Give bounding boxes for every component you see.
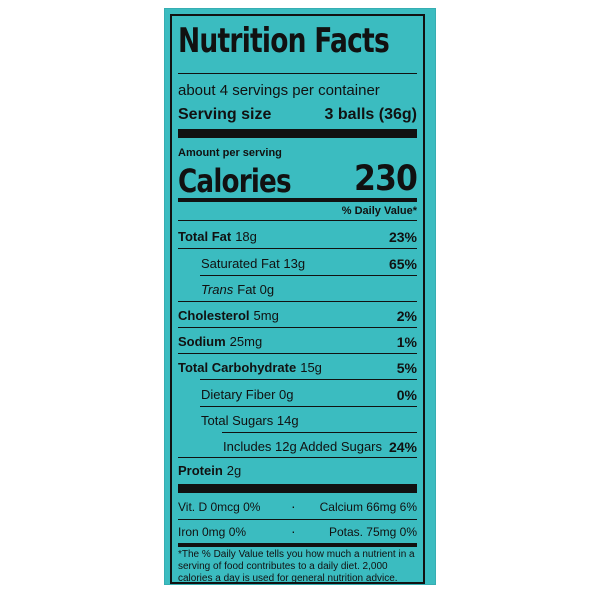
nutrient-percent: 1%: [396, 333, 417, 350]
nutrient-divider: [178, 327, 417, 328]
vitamin-left: Vit. D 0mcg 0%: [178, 500, 261, 514]
nutrient-name: Total Fat: [178, 229, 232, 244]
nutrient-row-dietary-fiber: Dietary Fiber 0g 0%: [178, 386, 417, 403]
nutrient-row-cholesterol: Cholesterol 5mg 2%: [178, 307, 417, 324]
divider-vitamins: [178, 484, 417, 493]
nutrient-amount: 15g: [300, 360, 322, 375]
nutrient-name: Includes 12g Added Sugars: [223, 439, 383, 454]
nutrient-divider: [200, 275, 417, 276]
nutrient-row-total-carbohydrate: Total Carbohydrate 15g 5%: [178, 359, 417, 376]
nutrient-percent: 65%: [388, 255, 417, 272]
nutrient-amount: Fat 0g: [237, 282, 275, 297]
vitamin-left: Iron 0mg 0%: [178, 525, 247, 539]
divider-footnote: [178, 543, 417, 547]
nutrient-divider: [178, 457, 417, 458]
nutrient-divider: [200, 379, 417, 380]
serving-size-value: 3 balls (36g): [324, 106, 417, 123]
label-title: Nutrition Facts: [178, 21, 390, 61]
nutrient-divider: [222, 432, 417, 433]
divider-title: [178, 73, 417, 74]
vitamin-bullet: ·: [291, 523, 296, 539]
amount-per-serving: Amount per serving: [178, 147, 282, 159]
calories-row: Calories 230: [178, 159, 418, 200]
nutrient-percent: 0%: [396, 386, 417, 403]
nutrient-name: Trans: [201, 282, 234, 297]
daily-value-footnote: *The % Daily Value tells you how much a …: [178, 549, 415, 584]
nutrient-name: Sodium: [178, 334, 226, 349]
serving-size-label: Serving size: [178, 106, 272, 123]
vitamin-divider: [178, 519, 417, 520]
nutrient-amount: 25mg: [229, 334, 263, 349]
nutrient-row-total-fat: Total Fat 18g 23%: [178, 228, 417, 245]
nutrient-divider: [200, 406, 417, 407]
nutrient-row-protein: Protein 2g: [178, 462, 417, 479]
nutrient-name: Dietary Fiber 0g: [201, 387, 294, 402]
nutrient-row-trans-fat: Trans Fat 0g: [178, 281, 417, 298]
daily-value-header: % Daily Value*: [341, 205, 417, 217]
divider-serving: [178, 129, 417, 138]
nutrient-amount: 18g: [235, 229, 257, 244]
calories-value: 230: [353, 159, 418, 199]
nutrient-name: Cholesterol: [178, 308, 250, 323]
divider-calories: [178, 198, 417, 202]
divider-dv: [178, 220, 417, 221]
vitamin-row: Iron 0mg 0% · Potas. 75mg 0%: [178, 524, 417, 540]
nutrient-name: Saturated Fat 13g: [201, 256, 306, 271]
nutrient-row-saturated-fat: Saturated Fat 13g 65%: [178, 255, 417, 272]
vitamin-right: Potas. 75mg 0%: [328, 525, 417, 539]
vitamin-bullet: ·: [291, 498, 296, 514]
nutrient-row-sodium: Sodium 25mg 1%: [178, 333, 417, 350]
nutrient-percent: 5%: [396, 359, 417, 376]
nutrient-divider: [178, 353, 417, 354]
nutrient-row-added-sugars: Includes 12g Added Sugars 24%: [178, 438, 417, 455]
nutrition-facts-label: Nutrition Facts about 4 servings per con…: [170, 14, 425, 584]
nutrient-amount: 5mg: [253, 308, 279, 323]
nutrient-name: Total Sugars 14g: [201, 413, 299, 428]
nutrient-name: Total Carbohydrate: [178, 360, 297, 375]
servings-per-container: about 4 servings per container: [178, 82, 380, 99]
nutrient-name: Protein: [178, 463, 223, 478]
nutrient-amount: 2g: [226, 463, 242, 478]
nutrient-percent: 24%: [388, 438, 417, 455]
calories-label: Calories: [178, 162, 292, 200]
nutrient-percent: 23%: [388, 228, 417, 245]
nutrient-divider: [178, 301, 417, 302]
vitamin-row: Vit. D 0mcg 0% · Calcium 66mg 6%: [178, 499, 417, 515]
nutrient-row-total-sugars: Total Sugars 14g: [178, 412, 417, 429]
nutrient-divider: [178, 248, 417, 249]
serving-size-row: Serving size 3 balls (36g): [178, 107, 417, 123]
vitamin-right: Calcium 66mg 6%: [319, 500, 417, 514]
nutrient-percent: 2%: [396, 307, 417, 324]
